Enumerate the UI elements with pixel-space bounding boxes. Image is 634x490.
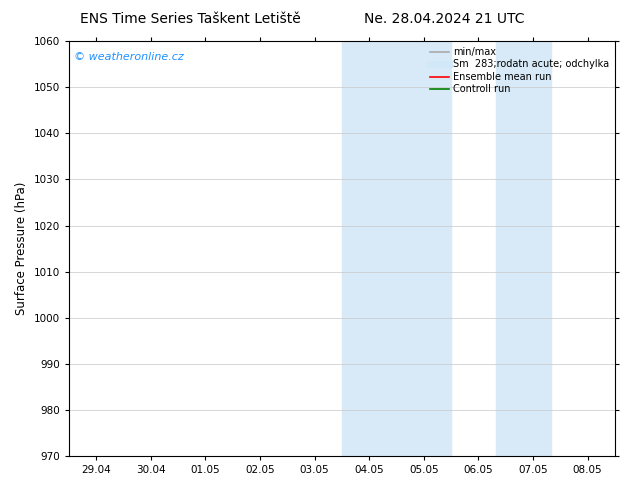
Bar <box>342 41 396 456</box>
Text: © weatheronline.cz: © weatheronline.cz <box>74 51 184 62</box>
Text: ENS Time Series Taškent Letiště: ENS Time Series Taškent Letiště <box>80 12 301 26</box>
Text: Ne. 28.04.2024 21 UTC: Ne. 28.04.2024 21 UTC <box>363 12 524 26</box>
Bar <box>496 41 551 456</box>
Y-axis label: Surface Pressure (hPa): Surface Pressure (hPa) <box>15 182 28 315</box>
Legend: min/max, Sm  283;rodatn acute; odchylka, Ensemble mean run, Controll run: min/max, Sm 283;rodatn acute; odchylka, … <box>425 43 613 98</box>
Bar <box>396 41 451 456</box>
